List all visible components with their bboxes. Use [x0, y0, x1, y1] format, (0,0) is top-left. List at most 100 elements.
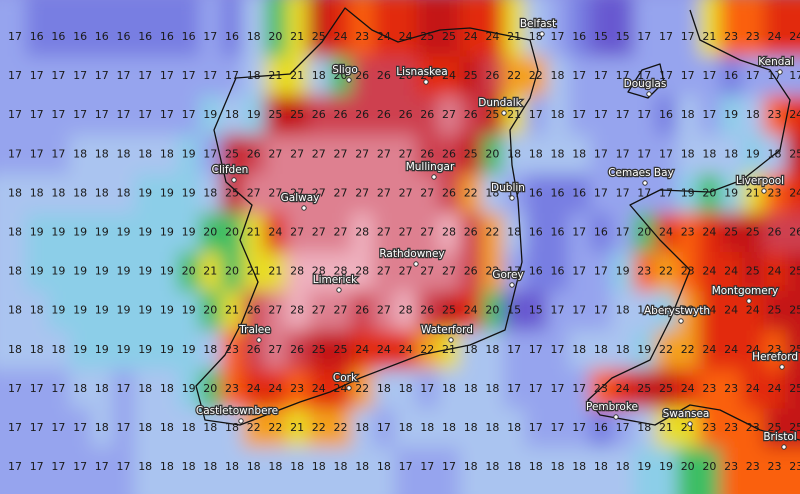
temperature-value: 19	[73, 265, 87, 278]
temperature-value: 24	[334, 382, 348, 395]
temperature-value: 19	[203, 108, 217, 121]
temperature-cell	[481, 369, 504, 409]
temperature-cell	[459, 369, 483, 409]
temperature-cell	[0, 173, 27, 214]
temperature-cell	[481, 56, 504, 97]
temperature-value: 19	[746, 147, 760, 160]
temperature-value: 22	[312, 421, 326, 434]
temperature-cell	[698, 291, 721, 331]
temperature-value: 27	[377, 265, 391, 278]
temperature-cell	[459, 173, 483, 214]
temperature-cell	[416, 291, 439, 331]
temperature-value: 20	[702, 186, 716, 199]
temperature-cell	[481, 330, 504, 370]
temperature-value: 27	[290, 186, 304, 199]
temperature-value: 27	[268, 147, 282, 160]
temperature-value: 17	[30, 108, 44, 121]
temperature-cell	[524, 134, 548, 175]
temperature-cell	[785, 330, 800, 370]
temperature-cell	[242, 173, 266, 214]
temperature-value: 19	[247, 108, 261, 121]
temperature-cell	[47, 0, 70, 58]
temperature-cell	[481, 0, 504, 58]
temperature-cell	[112, 56, 135, 97]
temperature-value: 18	[225, 421, 239, 434]
temperature-cell	[199, 447, 222, 494]
temperature-value: 18	[768, 147, 782, 160]
temperature-value: 18	[399, 382, 413, 395]
temperature-value: 18	[182, 421, 196, 434]
temperature-cell	[112, 134, 135, 175]
temperature-value: 17	[138, 69, 152, 82]
temperature-cell	[0, 134, 27, 175]
temperature-cell	[546, 95, 569, 136]
temperature-cell	[264, 252, 287, 292]
temperature-value: 22	[681, 343, 695, 356]
temperature-cell	[177, 0, 200, 58]
temperature-cell	[459, 212, 483, 253]
temperature-value: 20	[203, 304, 217, 317]
temperature-value: 17	[30, 147, 44, 160]
temperature-value: 18	[724, 147, 738, 160]
temperature-value: 22	[485, 265, 499, 278]
temperature-value: 25	[485, 108, 499, 121]
temperature-value: 27	[399, 147, 413, 160]
temperature-labels: 17 16 16 16 16 16 16 16 16 17 16 18 20 21 25 24 23 24 24 25…	[8, 30, 800, 473]
temperature-value: 18	[8, 186, 22, 199]
temperature-value: 15	[616, 30, 630, 43]
temperature-value: 17	[659, 186, 673, 199]
temperature-cell	[503, 291, 526, 331]
temperature-value: 18	[95, 382, 109, 395]
temperature-value: 19	[160, 304, 174, 317]
temperature-value: 16	[117, 30, 131, 43]
temperature-value: 21	[268, 69, 282, 82]
temperature-value: 25	[312, 30, 326, 43]
temperature-cell	[0, 212, 27, 253]
temperature-cell	[156, 212, 179, 253]
temperature-cell	[112, 173, 135, 214]
place-dot	[431, 174, 437, 180]
temperature-value: 18	[30, 304, 44, 317]
temperature-value: 22	[529, 69, 543, 82]
temperature-value: 25	[746, 226, 760, 239]
temperature-cell	[763, 95, 786, 136]
temperature-value: 19	[138, 304, 152, 317]
temperature-cell	[242, 369, 266, 409]
temperature-cell	[503, 369, 526, 409]
temperature-cell	[351, 56, 374, 97]
temperature-cell	[590, 447, 613, 494]
temperature-value: 28	[312, 265, 326, 278]
temperature-cell	[568, 212, 591, 253]
temperature-value: 28	[290, 265, 304, 278]
temperature-cell	[69, 369, 92, 409]
isle-of-man-coast	[627, 63, 665, 99]
temperature-value: 24	[768, 265, 782, 278]
temperature-value: 19	[51, 265, 65, 278]
temperature-cell	[503, 95, 526, 136]
temperature-cell	[720, 0, 743, 58]
temperature-cell	[373, 369, 396, 409]
temperature-value: 25	[225, 186, 239, 199]
temperature-value: 25	[789, 304, 800, 317]
temperature-cell	[546, 369, 569, 409]
temperature-cell	[785, 0, 800, 58]
temperature-value: 19	[659, 304, 673, 317]
temperature-cell	[373, 95, 396, 136]
place-dot	[336, 287, 342, 293]
temperature-value: 23	[746, 30, 760, 43]
temperature-cell	[90, 134, 114, 175]
temperature-value: 18	[51, 343, 65, 356]
temperature-cell	[286, 330, 309, 370]
temperature-cell	[785, 252, 800, 292]
temperature-cell	[373, 252, 396, 292]
temperature-value: 26	[420, 108, 434, 121]
temperature-cell	[90, 291, 114, 331]
temperature-cell	[459, 408, 483, 449]
place-dot	[423, 79, 429, 85]
temperature-cell	[568, 134, 591, 175]
temperature-cell	[438, 447, 461, 494]
temperature-value: 25	[768, 304, 782, 317]
temperature-cell	[69, 291, 92, 331]
temperature-value: 21	[247, 265, 261, 278]
temperature-value: 23	[789, 460, 800, 473]
